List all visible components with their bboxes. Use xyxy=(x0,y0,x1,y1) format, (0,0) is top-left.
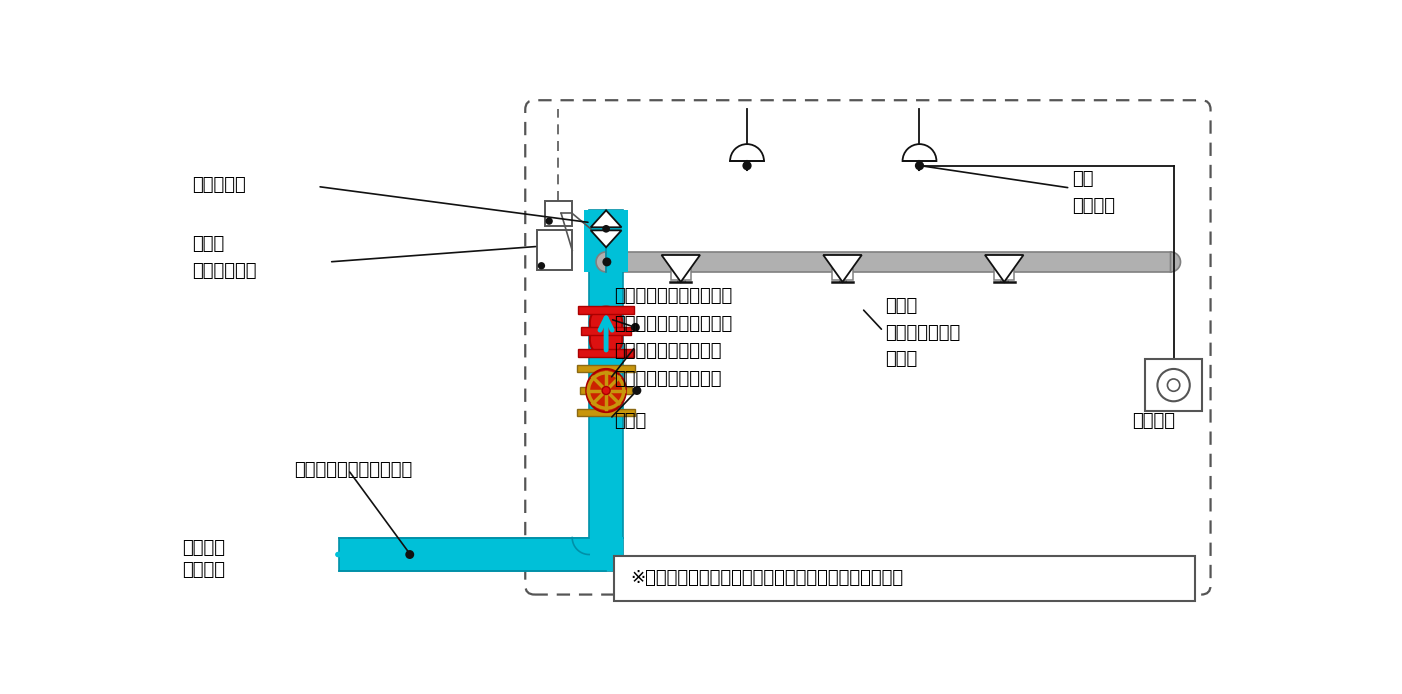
Circle shape xyxy=(601,387,610,394)
Circle shape xyxy=(1168,379,1179,391)
Polygon shape xyxy=(590,210,621,227)
Text: 火災
感知器等: 火災 感知器等 xyxy=(1073,171,1115,215)
Wedge shape xyxy=(903,144,937,161)
Polygon shape xyxy=(590,230,621,247)
Circle shape xyxy=(632,386,641,395)
Bar xyxy=(1145,359,1202,412)
Text: バルブ
自動開放機構: バルブ 自動開放機構 xyxy=(192,235,257,280)
Circle shape xyxy=(916,161,924,170)
Bar xyxy=(994,269,1014,280)
Polygon shape xyxy=(590,307,622,356)
Bar xyxy=(580,387,632,394)
Circle shape xyxy=(603,225,610,232)
Bar xyxy=(1001,272,1008,282)
Wedge shape xyxy=(596,252,606,272)
Polygon shape xyxy=(662,255,700,282)
Circle shape xyxy=(538,262,545,269)
Bar xyxy=(579,349,634,357)
Bar xyxy=(582,328,631,335)
Bar xyxy=(544,201,572,226)
Text: 加圧送水: 加圧送水 xyxy=(182,539,226,557)
Circle shape xyxy=(405,550,414,559)
Circle shape xyxy=(603,257,611,266)
Text: 加圧水で満たされている: 加圧水で満たされている xyxy=(294,461,412,479)
Text: ※開放弁とは、水の出口が常に開いているものをいう。: ※開放弁とは、水の出口が常に開いているものをいう。 xyxy=(631,569,904,587)
Bar xyxy=(589,537,622,571)
Bar xyxy=(606,252,1171,272)
Circle shape xyxy=(545,217,552,225)
Text: 装置より: 装置より xyxy=(182,561,226,579)
Bar xyxy=(579,306,634,314)
Circle shape xyxy=(631,323,639,332)
Bar xyxy=(677,272,684,282)
Bar xyxy=(576,365,635,372)
Bar xyxy=(670,269,691,280)
Text: 流水検知装置（湿式）: 流水検知装置（湿式） xyxy=(614,370,721,388)
Bar xyxy=(339,538,622,571)
Circle shape xyxy=(1158,369,1190,401)
Circle shape xyxy=(743,161,751,170)
Text: 一斉開放弁: 一斉開放弁 xyxy=(192,176,247,194)
Bar xyxy=(614,556,1195,601)
Bar xyxy=(833,269,852,280)
Bar xyxy=(576,409,635,416)
Polygon shape xyxy=(572,538,606,555)
Wedge shape xyxy=(1171,252,1180,272)
Polygon shape xyxy=(986,255,1023,282)
Text: 制御弁: 制御弁 xyxy=(614,412,646,430)
Text: 常時大気圧になっており
作動時にすべてのヘッド
から一斉に放水される: 常時大気圧になっており 作動時にすべてのヘッド から一斉に放水される xyxy=(614,287,732,359)
Polygon shape xyxy=(823,255,862,282)
Bar xyxy=(589,210,622,538)
Bar xyxy=(537,230,572,271)
Text: 開放型
スプリンクラー
ヘッド: 開放型 スプリンクラー ヘッド xyxy=(886,297,960,368)
Wedge shape xyxy=(730,144,764,161)
Polygon shape xyxy=(586,369,625,412)
Bar xyxy=(838,272,847,282)
Text: 手動起動: 手動起動 xyxy=(1131,412,1175,430)
